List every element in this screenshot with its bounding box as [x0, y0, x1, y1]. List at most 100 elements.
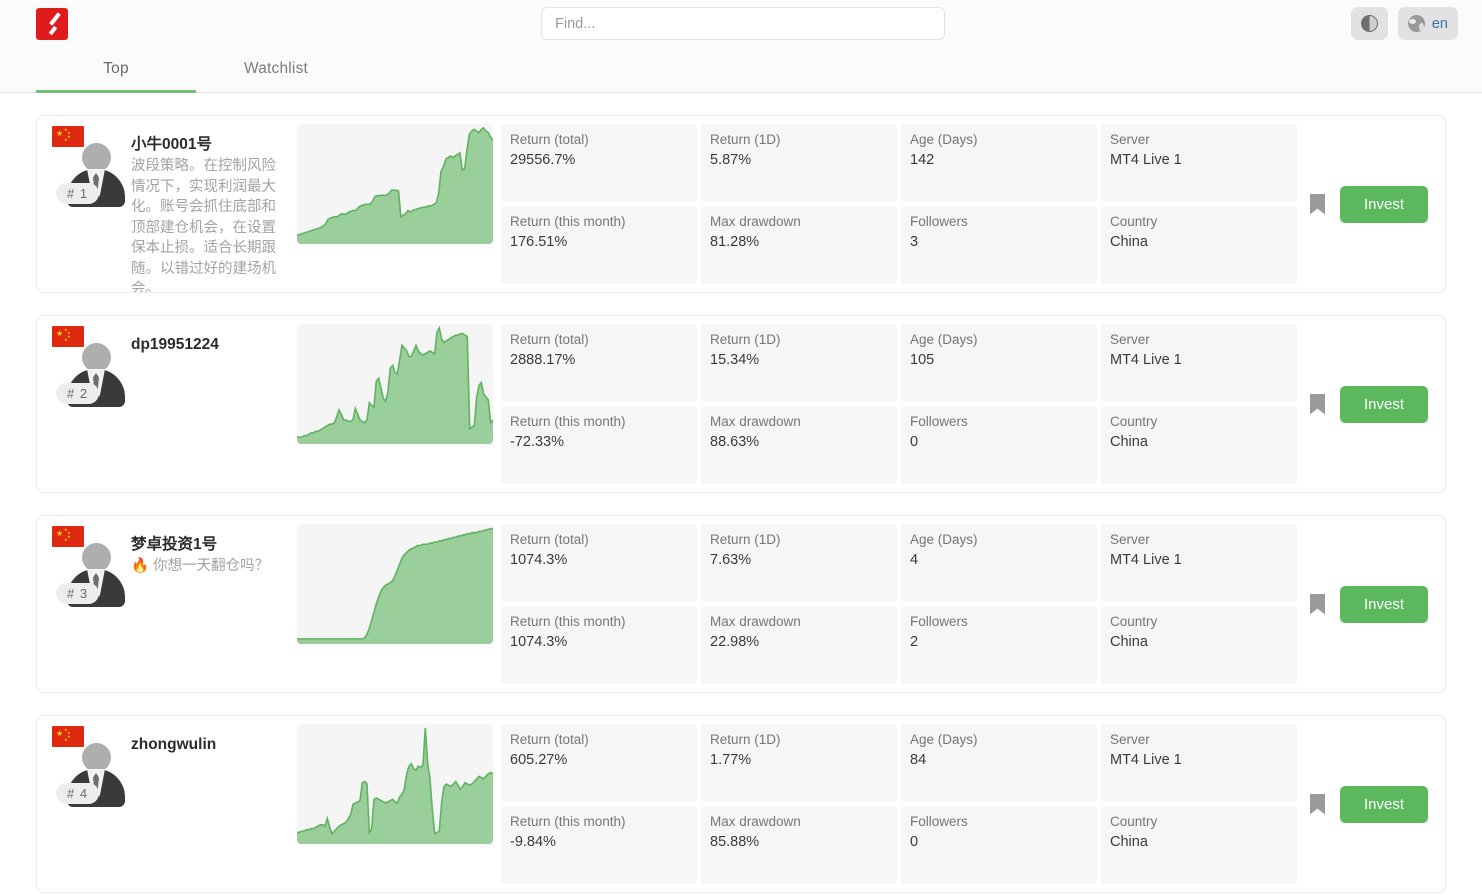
- language-button[interactable]: en: [1397, 7, 1458, 40]
- stat-label: Return (total): [510, 732, 589, 747]
- trader-name[interactable]: 梦卓投资1号: [131, 536, 218, 553]
- stat-value: 2: [910, 634, 919, 650]
- stat-age-days: Age (Days) 84: [901, 724, 1097, 802]
- stat-label: Max drawdown: [710, 214, 801, 229]
- stat-label: Country: [1110, 414, 1158, 429]
- stat-max-drawdown: Max drawdown 81.28%: [701, 206, 897, 284]
- stat-value: 1074.3%: [510, 552, 568, 568]
- invest-button[interactable]: Invest: [1339, 585, 1429, 623]
- avatar-column: ★ ★ ★ ★ ★ # 4: [49, 726, 131, 816]
- stat-value: 1074.3%: [510, 634, 568, 650]
- trader-identity: ★ ★ ★ ★ ★ # 2 dp19951224: [37, 316, 293, 492]
- stat-value: 1.77%: [710, 752, 752, 768]
- trader-card[interactable]: ★ ★ ★ ★ ★ # 4 zhongwulin Return (total) 605.27% R…: [36, 715, 1446, 893]
- stat-value: 88.63%: [710, 434, 760, 450]
- invest-button[interactable]: Invest: [1339, 385, 1429, 423]
- trader-description: 波段策略。在控制风险情况下，实现利润最大化。账号会抓住底部和顶部建仓机会，在设置…: [131, 158, 276, 293]
- trader-card[interactable]: ★ ★ ★ ★ ★ # 1 小牛0001号 波段策略。在控制风险情况下，实现利润最大化。账号会…: [36, 115, 1446, 293]
- performance-sparkline-chart: [297, 524, 493, 644]
- stat-country: Country China: [1101, 806, 1297, 884]
- invest-button[interactable]: Invest: [1339, 785, 1429, 823]
- stat-value: -9.84%: [510, 834, 556, 850]
- stat-return-month: Return (this month) -72.33%: [501, 406, 697, 484]
- stat-country: Country China: [1101, 406, 1297, 484]
- stat-value: 84: [910, 752, 927, 768]
- stat-label: Age (Days): [910, 732, 978, 747]
- stat-value: -72.33%: [510, 434, 565, 450]
- stat-followers: Followers 3: [901, 206, 1097, 284]
- stat-value: MT4 Live 1: [1110, 152, 1182, 168]
- stat-label: Max drawdown: [710, 614, 801, 629]
- stat-value: 22.98%: [710, 634, 760, 650]
- globe-icon: [1407, 15, 1425, 32]
- search-input[interactable]: [541, 7, 945, 40]
- bookmark-icon[interactable]: [1309, 593, 1325, 615]
- language-label: en: [1431, 15, 1448, 32]
- stat-label: Age (Days): [910, 132, 978, 147]
- performance-sparkline-chart: [297, 124, 493, 244]
- stat-label: Return (total): [510, 332, 589, 347]
- trader-name[interactable]: zhongwulin: [131, 736, 217, 753]
- stat-label: Followers: [910, 214, 968, 229]
- bookmark-icon[interactable]: [1309, 393, 1325, 415]
- tab-bar: Top Watchlist: [0, 47, 1482, 93]
- stat-label: Server: [1110, 132, 1150, 147]
- china-flag-icon: ★ ★ ★ ★ ★: [52, 526, 84, 547]
- stat-label: Return (1D): [710, 132, 781, 147]
- search-container: [541, 7, 945, 40]
- invest-button[interactable]: Invest: [1339, 185, 1429, 223]
- trader-name-column: 梦卓投资1号 🔥 你想一天翻仓吗？: [131, 526, 283, 692]
- stat-country: Country China: [1101, 206, 1297, 284]
- trader-name-column: dp19951224: [131, 326, 283, 492]
- stat-label: Max drawdown: [710, 814, 801, 829]
- top-bar: en: [0, 0, 1482, 47]
- stat-return-total: Return (total) 1074.3%: [501, 524, 697, 602]
- performance-sparkline-chart: [297, 324, 493, 444]
- trader-stats-grid: Return (total) 1074.3% Return (1D) 7.63% Age…: [497, 516, 1301, 692]
- stat-return-month: Return (this month) 1074.3%: [501, 606, 697, 684]
- trader-card[interactable]: ★ ★ ★ ★ ★ # 3 梦卓投资1号 🔥 你想一天翻仓吗？ Return (total) 10…: [36, 515, 1446, 693]
- top-bar-actions: en: [1350, 7, 1458, 40]
- trader-name-column: 小牛0001号波段策略。在控制风险情况下，实现利润最大化。账号会抓住底部和顶部建…: [131, 126, 283, 292]
- trader-stats-grid: Return (total) 605.27% Return (1D) 1.77% Age…: [497, 716, 1301, 892]
- tab-watchlist[interactable]: Watchlist: [243, 59, 309, 77]
- card-actions: Invest: [1301, 716, 1445, 892]
- stat-label: Country: [1110, 814, 1158, 829]
- stat-followers: Followers 0: [901, 406, 1097, 484]
- trader-identity: ★ ★ ★ ★ ★ # 3 梦卓投资1号 🔥 你想一天翻仓吗？: [37, 516, 293, 692]
- bookmark-icon[interactable]: [1309, 793, 1325, 815]
- stat-followers: Followers 2: [901, 606, 1097, 684]
- stat-value: MT4 Live 1: [1110, 552, 1182, 568]
- stat-age-days: Age (Days) 142: [901, 124, 1097, 202]
- trader-name[interactable]: dp19951224: [131, 336, 219, 353]
- theme-toggle-button[interactable]: [1350, 7, 1388, 40]
- performance-sparkline-chart: [297, 724, 493, 844]
- stat-age-days: Age (Days) 105: [901, 324, 1097, 402]
- stat-label: Return (this month): [510, 214, 626, 229]
- stat-value: 142: [910, 152, 935, 168]
- stat-label: Age (Days): [910, 332, 978, 347]
- bookmark-icon[interactable]: [1309, 193, 1325, 215]
- stat-value: China: [1110, 634, 1148, 650]
- app-logo-icon[interactable]: [36, 7, 68, 40]
- rank-badge: # 4: [56, 783, 100, 804]
- trader-card[interactable]: ★ ★ ★ ★ ★ # 2 dp19951224 Return (total) 2888.17%…: [36, 315, 1446, 493]
- stat-value: MT4 Live 1: [1110, 352, 1182, 368]
- stat-server: Server MT4 Live 1: [1101, 324, 1297, 402]
- stat-return-1d: Return (1D) 1.77%: [701, 724, 897, 802]
- avatar-column: ★ ★ ★ ★ ★ # 3: [49, 526, 131, 616]
- rank-badge: # 3: [56, 583, 100, 604]
- stat-label: Return (1D): [710, 732, 781, 747]
- stat-label: Max drawdown: [710, 414, 801, 429]
- stat-country: Country China: [1101, 606, 1297, 684]
- stat-return-total: Return (total) 605.27%: [501, 724, 697, 802]
- stat-max-drawdown: Max drawdown 22.98%: [701, 606, 897, 684]
- card-actions: Invest: [1301, 316, 1445, 492]
- trader-description: 🔥 你想一天翻仓吗？: [131, 558, 270, 574]
- stat-label: Return (total): [510, 132, 589, 147]
- stat-return-month: Return (this month) -9.84%: [501, 806, 697, 884]
- trader-name[interactable]: 小牛0001号: [131, 136, 212, 153]
- stat-label: Age (Days): [910, 532, 978, 547]
- stat-server: Server MT4 Live 1: [1101, 724, 1297, 802]
- tab-top[interactable]: Top: [36, 47, 196, 93]
